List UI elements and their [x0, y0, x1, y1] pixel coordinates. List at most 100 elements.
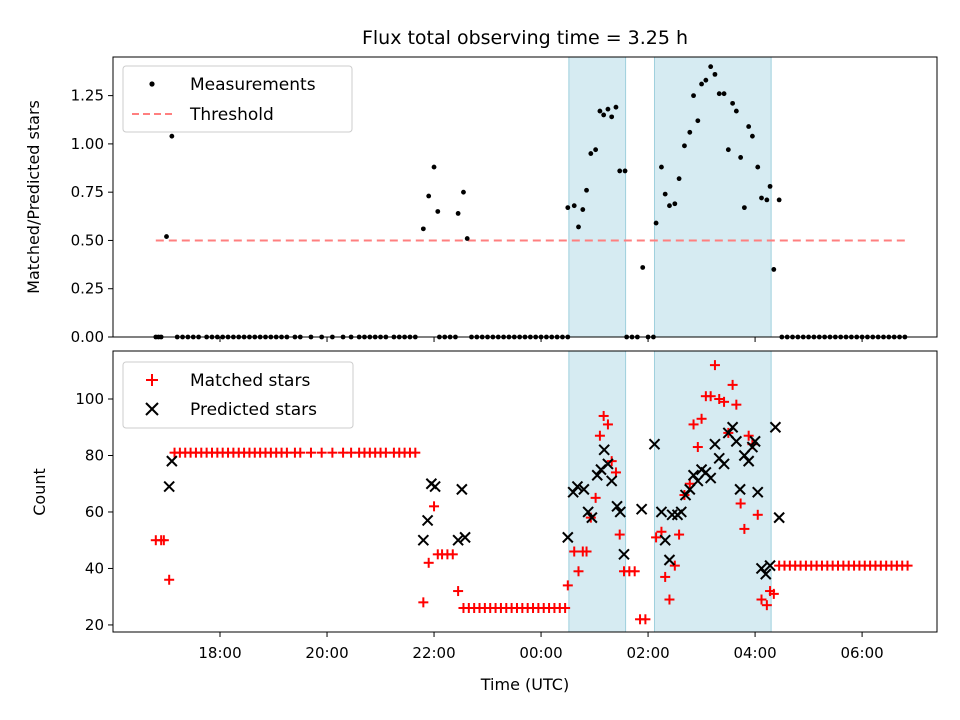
- matched-star-point: [664, 594, 675, 605]
- y-tick-label: 100: [75, 390, 104, 408]
- predicted-star-point: [586, 511, 598, 524]
- measurement-point: [667, 203, 672, 209]
- legend-matched-marker: [146, 374, 158, 386]
- measurement-point: [464, 236, 470, 241]
- top-axes-frame: [112, 56, 938, 338]
- predicted-star-point: [718, 458, 730, 470]
- matched-star-point: [692, 442, 703, 453]
- x-b: [417, 534, 430, 546]
- predicted-star-point: [635, 503, 648, 515]
- matched-star-point: [295, 447, 306, 458]
- measurement-point: [597, 108, 603, 114]
- predicted-star-point: [749, 435, 761, 448]
- matched-star-point: [594, 430, 605, 441]
- x-b: [709, 438, 721, 450]
- matched-star-point: [735, 498, 746, 509]
- x-b: [704, 472, 717, 484]
- matched-star-point: [902, 560, 913, 571]
- x-b: [718, 458, 730, 470]
- predicted-star-point: [752, 486, 764, 498]
- matched-star-point: [590, 492, 601, 503]
- matched-star-point: [581, 546, 592, 557]
- legend-predicted-marker: [145, 402, 159, 416]
- measurement-point: [695, 118, 701, 124]
- measurement-point: [703, 77, 709, 83]
- matched-star-point: [562, 580, 573, 591]
- matched-star-point: [316, 447, 327, 458]
- predicted-star-point: [591, 469, 603, 481]
- measurement-point: [691, 93, 696, 99]
- measurement-point: [640, 265, 646, 270]
- x-tick-label: 00:00: [519, 644, 562, 662]
- predicted-star-point: [421, 514, 434, 527]
- matched-star-point: [423, 557, 434, 568]
- x-tick-label: 02:00: [626, 644, 669, 662]
- matched-star-point: [731, 399, 742, 410]
- x-b: [582, 506, 594, 518]
- y-tick-label: 0.50: [71, 231, 104, 249]
- matched-star-point: [651, 532, 662, 543]
- bottom-panel: 18:00 20:00 22:00 00:00 02:00 04:00 06:00 20 40…: [30, 350, 938, 694]
- matched-star-point: [743, 430, 754, 441]
- predicted-star-point: [726, 421, 739, 433]
- top-ylabel: Matched/Predicted stars: [24, 100, 43, 294]
- x-b: [700, 466, 712, 479]
- top-title: Flux total observing time = 3.25 h: [362, 27, 688, 49]
- predicted-star-point: [655, 506, 668, 518]
- measurement-point: [584, 187, 589, 193]
- matched-star-point: [640, 614, 651, 625]
- x-b: [578, 483, 590, 496]
- matched-star-point: [629, 566, 640, 577]
- measurement-point: [716, 91, 722, 97]
- measurement-point: [750, 133, 755, 139]
- measurement-point: [759, 195, 764, 201]
- x-b: [734, 483, 746, 496]
- x-b: [752, 486, 764, 498]
- x-b: [605, 475, 618, 487]
- predicted-star-point: [429, 480, 441, 493]
- measurement-point: [571, 203, 577, 209]
- predicted-star-point: [648, 438, 661, 450]
- predicted-star-point: [163, 480, 175, 493]
- matched-star-point: [410, 447, 421, 458]
- y-tick-label: 60: [85, 503, 104, 521]
- matched-star-point: [569, 546, 580, 557]
- matched-star-point: [614, 529, 625, 540]
- matched-star-point: [158, 535, 169, 546]
- top-panel: 0.00 0.25 0.50 0.75 1.00 1.25 Flux total obse…: [24, 27, 938, 346]
- x-b: [655, 506, 668, 518]
- measurement-point: [771, 267, 777, 272]
- x-b: [659, 534, 671, 546]
- predicted-star-point: [734, 483, 746, 496]
- matched-star-point: [705, 391, 716, 402]
- predicted-star-point: [166, 455, 178, 467]
- x-b: [421, 514, 434, 527]
- x-b: [429, 480, 441, 493]
- legend-threshold-label: Threshold: [189, 105, 274, 125]
- bottom-legend-box: [122, 361, 354, 429]
- predicted-star-point: [659, 534, 671, 546]
- x-b: [562, 531, 574, 544]
- x-b: [769, 421, 782, 433]
- x-b: [663, 554, 676, 566]
- x-b: [598, 444, 610, 456]
- matched-star-point: [660, 571, 671, 582]
- shaded-interval: [568, 350, 627, 633]
- measurement-point: [755, 164, 761, 170]
- measurement-point: [617, 168, 623, 174]
- measurement-point: [733, 108, 739, 114]
- matched-star-point: [768, 588, 779, 599]
- matched-star-point: [669, 560, 680, 571]
- legend-measurements-marker: [149, 81, 155, 87]
- matched-star-point: [305, 447, 316, 458]
- predicted-star-point: [598, 444, 610, 456]
- measurement-point: [725, 147, 731, 153]
- x-b: [452, 534, 464, 546]
- measurement-point: [699, 81, 704, 87]
- top-legend: Measurements Threshold: [122, 65, 353, 133]
- measurement-point: [461, 189, 466, 195]
- matched-star-point: [573, 566, 584, 577]
- matched-star-point: [602, 419, 613, 430]
- predicted-star-point: [571, 480, 584, 493]
- matched-star-point: [674, 529, 685, 540]
